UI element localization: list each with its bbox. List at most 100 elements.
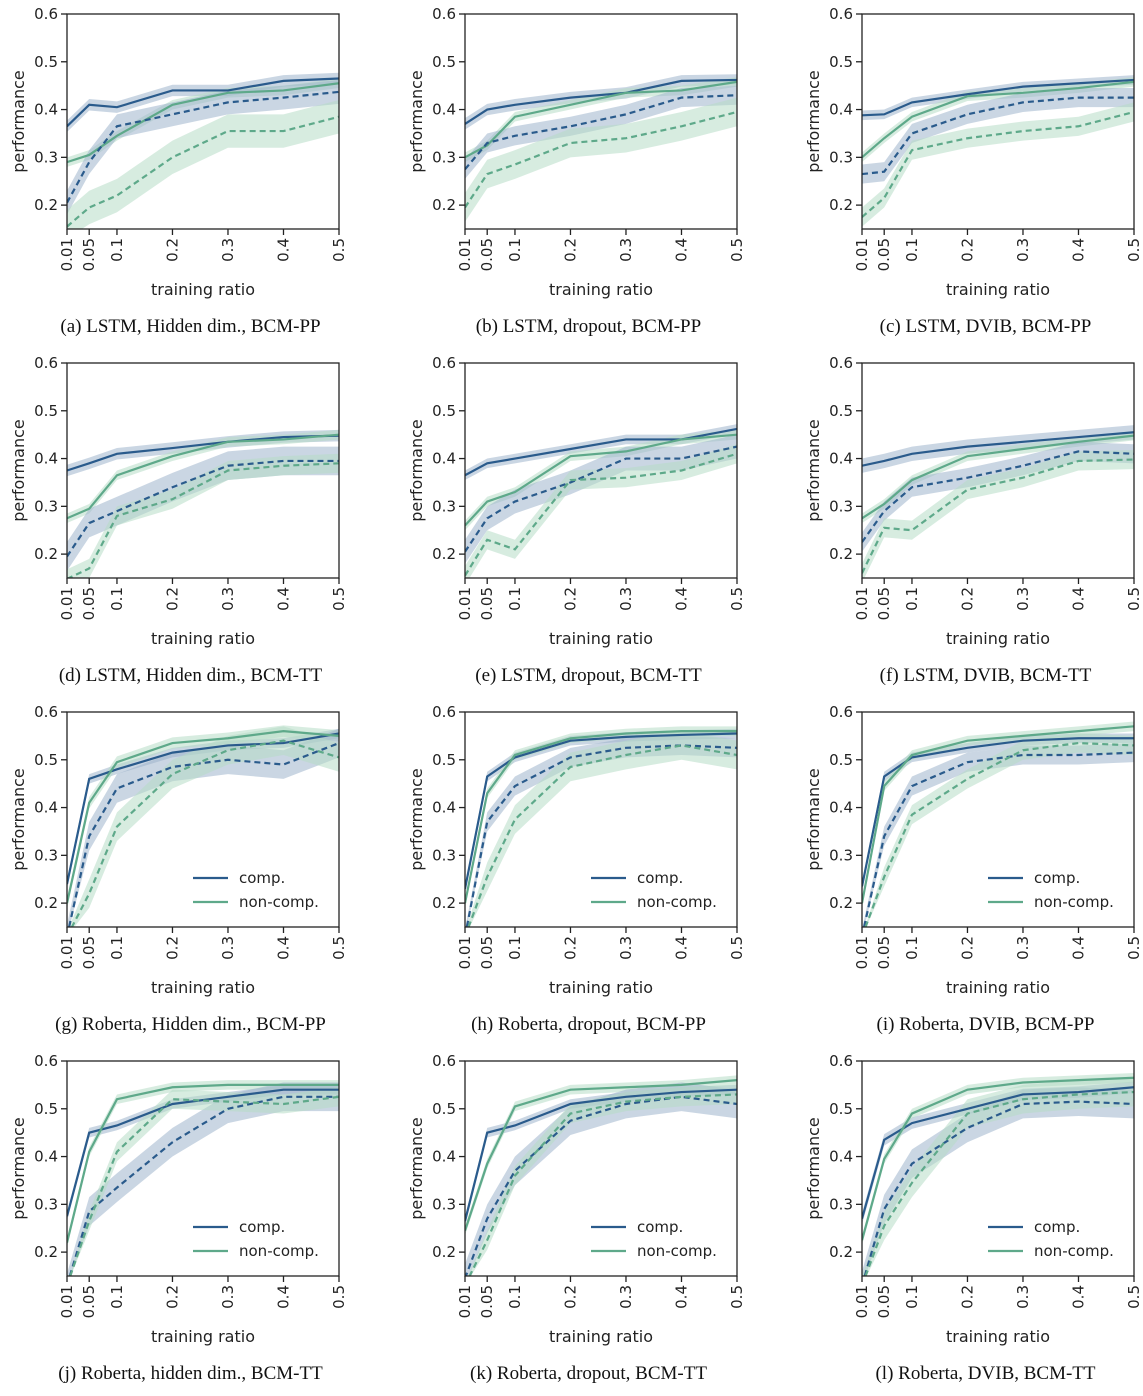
noncomp-solid-line — [465, 730, 737, 904]
legend: comp. non-comp. — [591, 869, 717, 911]
x-tick-label: 0.1 — [108, 1285, 126, 1309]
y-tick-label: 0.5 — [432, 1100, 456, 1118]
plot-area — [862, 425, 1134, 578]
x-tick-label: 0.05 — [875, 1285, 893, 1318]
noncomp-dashed-line — [864, 1090, 1134, 1276]
y-tick-label: 0.3 — [34, 497, 58, 515]
comp-dashed-line — [68, 1095, 339, 1276]
x-tick-label: 0.4 — [1069, 238, 1087, 262]
x-tick-label: 0.1 — [506, 587, 524, 611]
y-tick-label: 0.3 — [829, 846, 853, 864]
comp-dashed-line — [465, 744, 737, 927]
legend-label: comp. — [637, 1218, 683, 1236]
y-tick-label: 0.6 — [829, 703, 853, 721]
comp-dashed-line — [862, 751, 1134, 927]
x-tick-label: 0.05 — [80, 936, 98, 969]
x-tick-label: 0.01 — [58, 238, 76, 271]
y-tick-label: 0.5 — [34, 1100, 58, 1118]
confidence-band — [465, 735, 737, 927]
noncomp-solid-line — [67, 730, 339, 904]
y-tick-label: 0.5 — [829, 53, 853, 71]
x-axis-label: training ratio — [946, 978, 1050, 997]
x-tick-label: 0.3 — [617, 587, 635, 611]
x-tick-label: 0.1 — [108, 238, 126, 262]
panel-caption: (d) LSTM, Hidden dim., BCM-TT — [58, 665, 323, 686]
panel-caption: (j) Roberta, hidden dim., BCM-TT — [58, 1363, 323, 1384]
legend-label: non-comp. — [637, 893, 717, 911]
y-axis-label: performance — [9, 419, 28, 521]
y-tick-label: 0.2 — [34, 545, 58, 563]
legend: comp. non-comp. — [988, 869, 1114, 911]
confidence-band — [465, 444, 737, 578]
noncomp-dashed-line — [67, 462, 339, 578]
x-tick-label: 0.4 — [274, 1285, 292, 1309]
y-tick-label: 0.6 — [34, 703, 58, 721]
x-tick-label: 0.05 — [80, 238, 98, 271]
y-tick-label: 0.5 — [432, 53, 456, 71]
x-tick-label: 0.05 — [80, 1285, 98, 1318]
x-tick-label: 0.4 — [672, 1285, 690, 1309]
plot-area — [862, 721, 1134, 927]
line-chart: 0.2 0.3 0.4 0.5 0.6 0.01 0.05 0.1 0.2 0.3 0.4 0.5 tr… — [804, 1052, 1143, 1346]
legend-label: comp. — [637, 869, 683, 887]
comp-solid-line — [465, 1088, 737, 1222]
confidence-band — [862, 1081, 1134, 1225]
x-tick-label: 0.5 — [728, 936, 746, 960]
x-tick-label: 0.4 — [1069, 936, 1087, 960]
noncomp-dashed-line — [69, 1095, 339, 1276]
panel-caption: (g) Roberta, Hidden dim., BCM-PP — [55, 1014, 326, 1035]
noncomp-solid-line — [862, 434, 1134, 520]
noncomp-solid-line — [465, 433, 737, 527]
x-tick-label: 0.5 — [1125, 238, 1143, 262]
panel-caption: (b) LSTM, dropout, BCM-PP — [475, 316, 702, 337]
y-tick-label: 0.3 — [432, 148, 456, 166]
y-tick-label: 0.5 — [829, 402, 853, 420]
legend-label: non-comp. — [239, 893, 319, 911]
noncomp-dashed-line — [467, 744, 737, 927]
y-tick-label: 0.4 — [829, 799, 853, 817]
x-tick-label: 0.1 — [506, 936, 524, 960]
comp-solid-line — [67, 434, 339, 472]
plot-area — [862, 75, 1134, 227]
y-axis-label: performance — [9, 70, 28, 172]
chart-panel: 0.2 0.3 0.4 0.5 0.6 0.01 0.05 0.1 0.2 0.3 0.4 0.5 tr… — [398, 0, 779, 349]
line-chart: 0.2 0.3 0.4 0.5 0.6 0.01 0.05 0.1 0.2 0.3 0.4 0.5 tr… — [804, 354, 1143, 648]
x-tick-label: 0.01 — [853, 587, 871, 620]
confidence-band — [465, 85, 737, 179]
plot-frame — [66, 362, 340, 579]
y-tick-label: 0.4 — [432, 799, 456, 817]
x-tick-label: 0.5 — [728, 1285, 746, 1309]
panel-caption: (k) Roberta, dropout, BCM-TT — [470, 1363, 707, 1384]
line-chart: 0.2 0.3 0.4 0.5 0.6 0.01 0.05 0.1 0.2 0.3 0.4 0.5 tr… — [407, 5, 746, 299]
x-tick-label: 0.2 — [958, 1285, 976, 1309]
chart-panel: 0.2 0.3 0.4 0.5 0.6 0.01 0.05 0.1 0.2 0.3 0.4 0.5 tr… — [0, 1047, 381, 1396]
legend-label: non-comp. — [637, 1242, 717, 1260]
y-tick-label: 0.5 — [432, 402, 456, 420]
chart-panel: 0.2 0.3 0.4 0.5 0.6 0.01 0.05 0.1 0.2 0.3 0.4 0.5 tr… — [398, 1047, 779, 1396]
comp-solid-line — [862, 431, 1134, 467]
confidence-band — [465, 97, 737, 222]
plot-area — [67, 725, 339, 927]
chart-panel: 0.2 0.3 0.4 0.5 0.6 0.01 0.05 0.1 0.2 0.3 0.4 0.5 tr… — [795, 698, 1143, 1047]
x-tick-label: 0.3 — [1014, 1285, 1032, 1309]
legend-label: non-comp. — [239, 1242, 319, 1260]
y-axis-label: performance — [804, 1117, 823, 1219]
noncomp-dashed-line — [862, 110, 1134, 218]
x-tick-label: 0.2 — [561, 238, 579, 262]
x-tick-label: 0.01 — [853, 1285, 871, 1318]
y-tick-label: 0.2 — [829, 545, 853, 563]
x-axis-label: training ratio — [151, 280, 255, 299]
line-chart: 0.2 0.3 0.4 0.5 0.6 0.01 0.05 0.1 0.2 0.3 0.4 0.5 tr… — [804, 703, 1143, 997]
y-tick-label: 0.4 — [34, 450, 58, 468]
x-tick-label: 0.4 — [1069, 587, 1087, 611]
x-axis-label: training ratio — [946, 280, 1050, 299]
legend: comp. non-comp. — [591, 1218, 717, 1260]
x-tick-label: 0.3 — [1014, 587, 1032, 611]
y-tick-label: 0.6 — [432, 5, 456, 23]
noncomp-dashed-line — [862, 458, 1134, 574]
y-tick-label: 0.3 — [432, 497, 456, 515]
noncomp-solid-line — [862, 1076, 1134, 1241]
comp-dashed-line — [67, 742, 339, 927]
x-tick-label: 0.05 — [478, 238, 496, 271]
